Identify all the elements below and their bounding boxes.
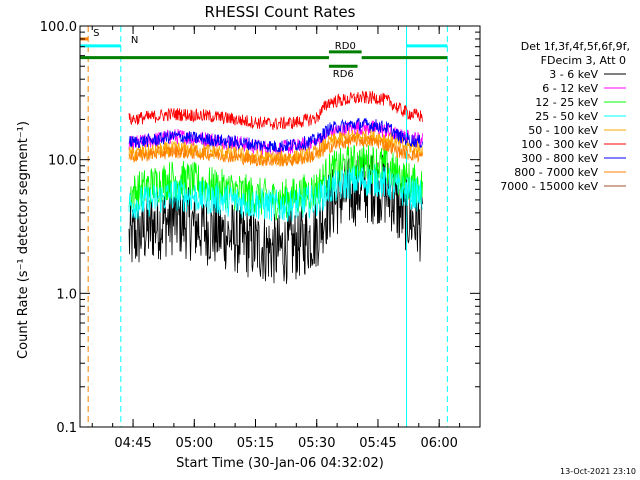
x-tick-label: 05:15	[237, 436, 274, 451]
y-tick-label: 100.0	[40, 20, 77, 35]
state-bar-label: RD0	[335, 41, 356, 52]
series-line	[128, 90, 423, 131]
x-axis: 04:45 05:00 05:15 05:30 05:45 06:00	[91, 26, 481, 451]
legend-header-line-2: FDecim 3, Att 0	[541, 54, 626, 67]
footer-timestamp: 13-Oct-2021 23:10	[560, 467, 636, 476]
y-tick-label: 10.0	[48, 154, 77, 169]
state-bar-label: RD6	[333, 69, 354, 80]
legend-entry-label: 50 - 100 keV	[528, 124, 598, 137]
state-bar-label: S	[93, 28, 99, 39]
state-bar-label: N	[131, 35, 138, 46]
y-tick-label: 0.1	[56, 421, 77, 436]
series-layer	[128, 90, 423, 284]
legend-entry-label: 12 - 25 keV	[535, 96, 598, 109]
legend-entry-label: 300 - 800 keV	[521, 152, 598, 165]
legend-entry-label: 3 - 6 keV	[549, 68, 598, 81]
y-tick-label: 1.0	[56, 287, 77, 302]
y-axis: 0.1 1.0 10.0 100.0	[40, 20, 480, 436]
plot-frame	[79, 25, 481, 428]
y-axis-label: Count Rate (s⁻¹ detector segment⁻¹)	[16, 121, 31, 359]
series-line	[128, 133, 423, 167]
chart-title: RHESSI Count Rates	[205, 3, 356, 21]
legend-entry-label: 25 - 50 keV	[535, 110, 598, 123]
x-tick-label: 05:45	[359, 436, 396, 451]
legend-entry-label: 800 - 7000 keV	[514, 166, 598, 179]
x-tick-label: 05:00	[176, 436, 213, 451]
series-line	[128, 117, 423, 153]
series-line	[128, 164, 423, 222]
x-axis-label: Start Time (30-Jan-06 04:32:02)	[176, 456, 384, 471]
x-tick-label: 05:30	[298, 436, 335, 451]
legend: Det 1f,3f,4f,5f,6f,9f, FDecim 3, Att 0 3…	[500, 40, 630, 193]
legend-entry-label: 6 - 12 keV	[542, 82, 598, 95]
x-tick-label: 04:45	[114, 436, 151, 451]
series-line	[128, 119, 423, 158]
legend-header-line-1: Det 1f,3f,4f,5f,6f,9f,	[521, 40, 630, 53]
legend-entry-label: 100 - 300 keV	[521, 138, 598, 151]
x-tick-label: 06:00	[420, 436, 457, 451]
series-line	[128, 154, 423, 284]
legend-entry-label: 7000 - 15000 keV	[500, 180, 598, 193]
